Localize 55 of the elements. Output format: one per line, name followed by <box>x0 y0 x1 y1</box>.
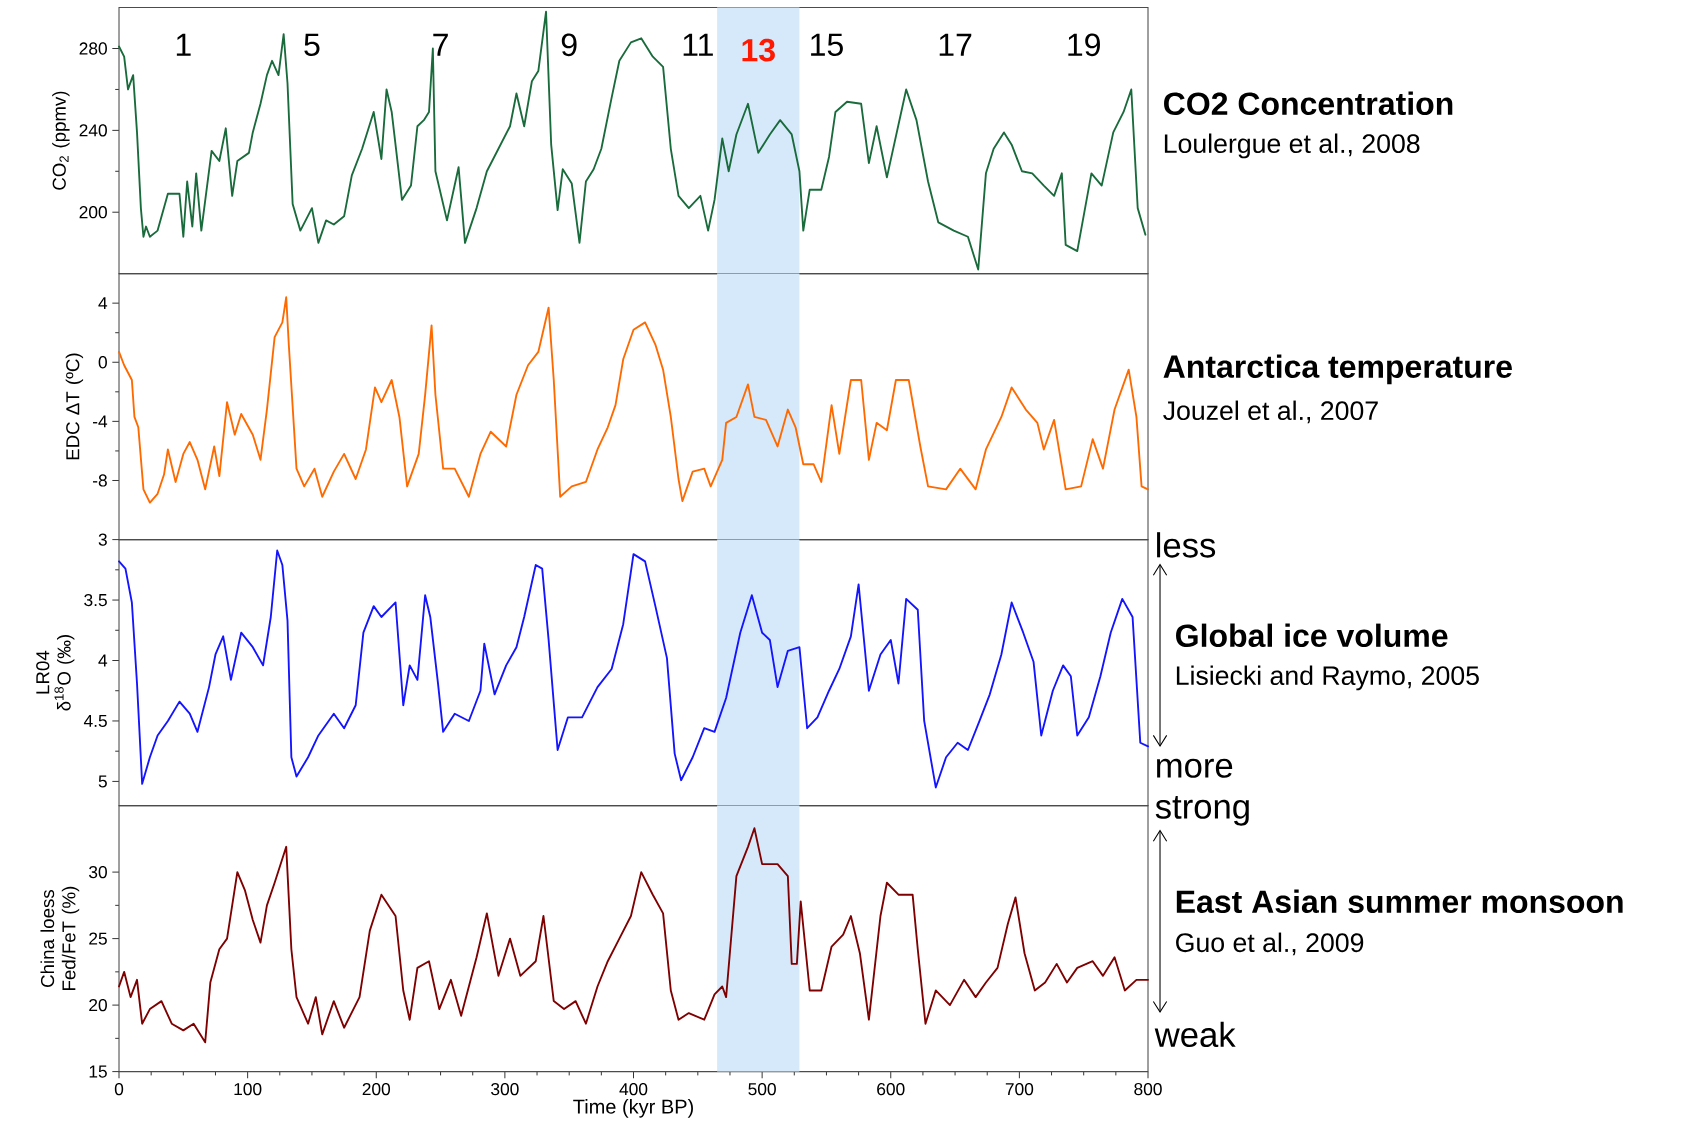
annotation: 7 <box>433 33 448 56</box>
y-tick-label: 4 <box>98 297 108 310</box>
text: Guo et al., 2009 <box>1176 932 1364 956</box>
text: CO2 Concentration <box>1164 91 1453 116</box>
x-tick-label: 500 <box>748 1082 776 1096</box>
y-axis-title: CO$_{2}$ (ppmv) <box>52 91 70 190</box>
y-tick-label: -8 <box>92 474 107 487</box>
annotation: 5 <box>304 33 320 56</box>
annotation: 11 <box>683 33 713 56</box>
text: less <box>1157 532 1216 558</box>
x-tick-label: 400 <box>619 1082 648 1096</box>
line-series <box>118 827 1149 1044</box>
text: Antarctica temperature <box>1163 354 1512 385</box>
y-tick-label: 3 <box>98 533 107 546</box>
text: Loulergue et al., 2008 <box>1164 133 1420 159</box>
annotation: 15 <box>811 33 843 56</box>
x-tick-label: 100 <box>234 1082 262 1096</box>
text: Global ice volume <box>1176 623 1448 648</box>
y-tick-label: 200 <box>79 206 107 219</box>
text: strong <box>1155 796 1249 826</box>
line-series <box>118 10 1147 271</box>
annotation: 17 <box>939 33 972 56</box>
text: more <box>1157 758 1233 778</box>
x-tick-label: 800 <box>1134 1082 1162 1096</box>
text: Jouzel et al., 2007 <box>1163 400 1378 424</box>
annotation: 1 <box>176 33 191 56</box>
y-tick-label: 15 <box>89 1065 107 1078</box>
band-label: 13 <box>742 38 775 62</box>
y-tick-label: 280 <box>79 42 107 55</box>
y-tick-label: 25 <box>89 932 107 945</box>
y-tick-label: 3.5 <box>84 593 107 607</box>
y-tick-label: 5 <box>98 775 107 788</box>
text: weak <box>1154 1021 1236 1048</box>
annotation: 9 <box>561 33 577 57</box>
x-tick-label: 200 <box>362 1082 391 1096</box>
y-axis-title: LR04 δ$^{18}$O (‰) <box>36 635 75 711</box>
x-tick-label: 300 <box>491 1082 519 1096</box>
y-tick-label: 4 <box>98 654 108 667</box>
line-series <box>118 549 1149 789</box>
x-tick-label: 0 <box>114 1082 124 1096</box>
y-tick-label: 240 <box>79 124 107 137</box>
y-axis-title: EDC ΔT (ºC) <box>65 353 84 460</box>
line-series <box>118 296 1149 504</box>
annotation: 19 <box>1068 33 1100 57</box>
y-tick-label: 20 <box>89 998 107 1012</box>
text: Lisiecki and Raymo, 2005 <box>1176 665 1479 691</box>
y-tick-label: 0 <box>98 356 107 369</box>
x-axis-title: Time (kyr BP) <box>573 1099 693 1118</box>
x-tick-label: 700 <box>1005 1082 1034 1096</box>
y-tick-label: 4.5 <box>83 714 107 728</box>
y-axis-title: China loess Fed/FeT (%) <box>40 886 80 990</box>
y-tick-label: 30 <box>89 865 107 879</box>
text: East Asian summer monsoon <box>1176 889 1623 914</box>
x-tick-label: 600 <box>877 1082 905 1096</box>
y-tick-label: -4 <box>92 415 108 428</box>
